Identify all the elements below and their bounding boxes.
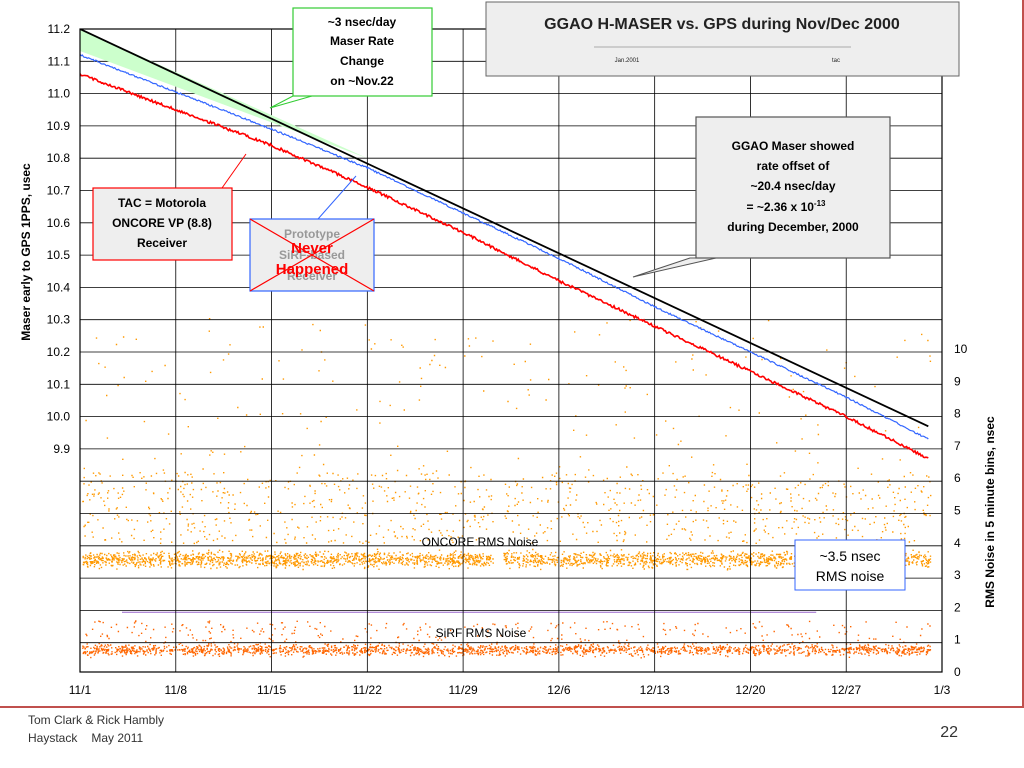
y-right-tick-label: 5 (954, 504, 961, 518)
y-right-tick-label: 7 (954, 439, 961, 453)
maser-line-3: ~20.4 nsec/day (750, 179, 835, 193)
y-left-tick-label: 10.8 (47, 151, 71, 165)
y-left-tick-label: 10.4 (47, 280, 71, 294)
x-tick-label: 12/27 (831, 683, 861, 697)
chart-title-box: GGAO H-MASER vs. GPS during Nov/Dec 2000… (485, 1, 960, 77)
tac-line-1: TAC = Motorola (118, 196, 206, 210)
x-tick-label: 1/3 (934, 683, 951, 697)
x-tick-label: 11/8 (165, 683, 188, 697)
y-left-tick-label: 11.2 (48, 22, 71, 36)
y-left-tick-label: 10.2 (47, 345, 71, 359)
y-left-tick-label: 10.0 (47, 410, 71, 424)
rate-change-line-3: Change (340, 54, 384, 68)
y-right-tick-label: 4 (954, 536, 961, 550)
chart-subtitle-right: tac (832, 58, 840, 64)
x-tick-label: 11/1 (69, 683, 92, 697)
y-right-tick-label: 9 (954, 374, 961, 388)
x-tick-label: 11/29 (449, 683, 478, 697)
sirf-noise-label: SiRF RMS Noise (436, 626, 527, 640)
y-left-tick-label: 10.6 (47, 216, 71, 230)
y-right-tick-label: 3 (954, 568, 961, 582)
rms-line-2: RMS noise (816, 568, 885, 584)
rate-change-line-1: ~3 nsec/day (328, 15, 397, 29)
maser-line-4-main: = ~2.36 x 10 (747, 200, 815, 214)
x-tick-label: 11/22 (353, 683, 382, 697)
noise-series (82, 620, 932, 659)
y-left-tick-label: 10.7 (47, 184, 71, 198)
y-right-tick-label: 1 (954, 633, 961, 647)
rate-change-line-2: Maser Rate (330, 34, 394, 48)
y-right-tick-label: 10 (954, 342, 968, 356)
prototype-callout: Prototype SiRF-based Receiver Never Happ… (249, 175, 375, 292)
y-right-tick-label: 6 (954, 471, 961, 485)
trend-line (80, 29, 929, 428)
footer-date: May 2011 (91, 731, 144, 745)
y-left-tick-label: 9.9 (53, 442, 70, 456)
maser-line-2: rate offset of (757, 159, 831, 173)
chart: 11/1 11/8 11/15 11/22 11/29 12/6 12/13 12/20 12/… (19, 1, 997, 697)
never-line-2: Happened (276, 261, 349, 278)
y-right-tick-label: 2 (954, 600, 961, 614)
prototype-line-3: Receiver (287, 269, 337, 283)
tac-line-2: ONCORE VP (8.8) (112, 216, 212, 230)
rms-line-1: ~3.5 nsec (819, 548, 880, 564)
cross-out-line-2 (249, 218, 375, 292)
maser-line-4: = ~2.36 x 10-13 (747, 199, 827, 214)
maser-callout: GGAO Maser showed rate offset of ~20.4 n… (632, 116, 891, 278)
chart-subtitle-left: Jan.2001 (615, 58, 640, 64)
x-tick-label: 12/6 (547, 683, 571, 697)
maser-line-5: during December, 2000 (727, 220, 859, 234)
slide-frame (0, 0, 1024, 708)
x-tick-label: 12/20 (735, 683, 765, 697)
y-axis-left-label: Maser early to GPS 1PPS, usec (19, 163, 33, 341)
rms-callout: ~3.5 nsec RMS noise (794, 539, 906, 591)
noise-points (82, 318, 932, 571)
tac-line-3: Receiver (137, 236, 187, 250)
footer-place: Haystack May 2011 (28, 731, 157, 745)
y-left-tick-label: 10.9 (47, 119, 71, 133)
y-axis-right-label: RMS Noise in 5 minute bins, nsec (983, 416, 997, 608)
maser-line-4-exponent: -13 (814, 199, 826, 208)
y-left-tick-label: 10.3 (47, 313, 71, 327)
sirf-offset-line (80, 53, 929, 440)
maser-line-1: GGAO Maser showed (732, 139, 855, 153)
x-tick-label: 12/13 (640, 683, 670, 697)
y-left-tick-label: 10.5 (47, 248, 71, 262)
noise-series (82, 318, 932, 571)
rate-change-band (80, 29, 368, 159)
noise-points (82, 620, 932, 659)
x-tick-label: 11/15 (257, 683, 286, 697)
chart-title: GGAO H-MASER vs. GPS during Nov/Dec 2000 (544, 16, 900, 33)
y-left-tick-label: 11.1 (48, 54, 71, 68)
tac-callout: TAC = Motorola ONCORE VP (8.8) Receiver (92, 153, 247, 261)
oncore-noise-label: ONCORE RMS Noise (422, 535, 539, 549)
prototype-line-1: Prototype (284, 227, 340, 241)
y-right-tick-label: 8 (954, 407, 961, 421)
page-number: 22 (940, 724, 958, 741)
footer-org: Haystack (28, 731, 78, 745)
y-right-tick-label: 0 (954, 665, 961, 679)
never-line-1: Never (291, 240, 333, 257)
y-left-tick-label: 10.1 (47, 377, 71, 391)
rate-change-line-4: on ~Nov.22 (330, 74, 394, 88)
y-left-tick-label: 11.0 (48, 87, 71, 101)
rate-change-callout: ~3 nsec/day Maser Rate Change on ~Nov.22 (269, 7, 433, 109)
oncore-offset-line (80, 73, 929, 459)
footer-author: Tom Clark & Rick Hambly (28, 713, 165, 727)
